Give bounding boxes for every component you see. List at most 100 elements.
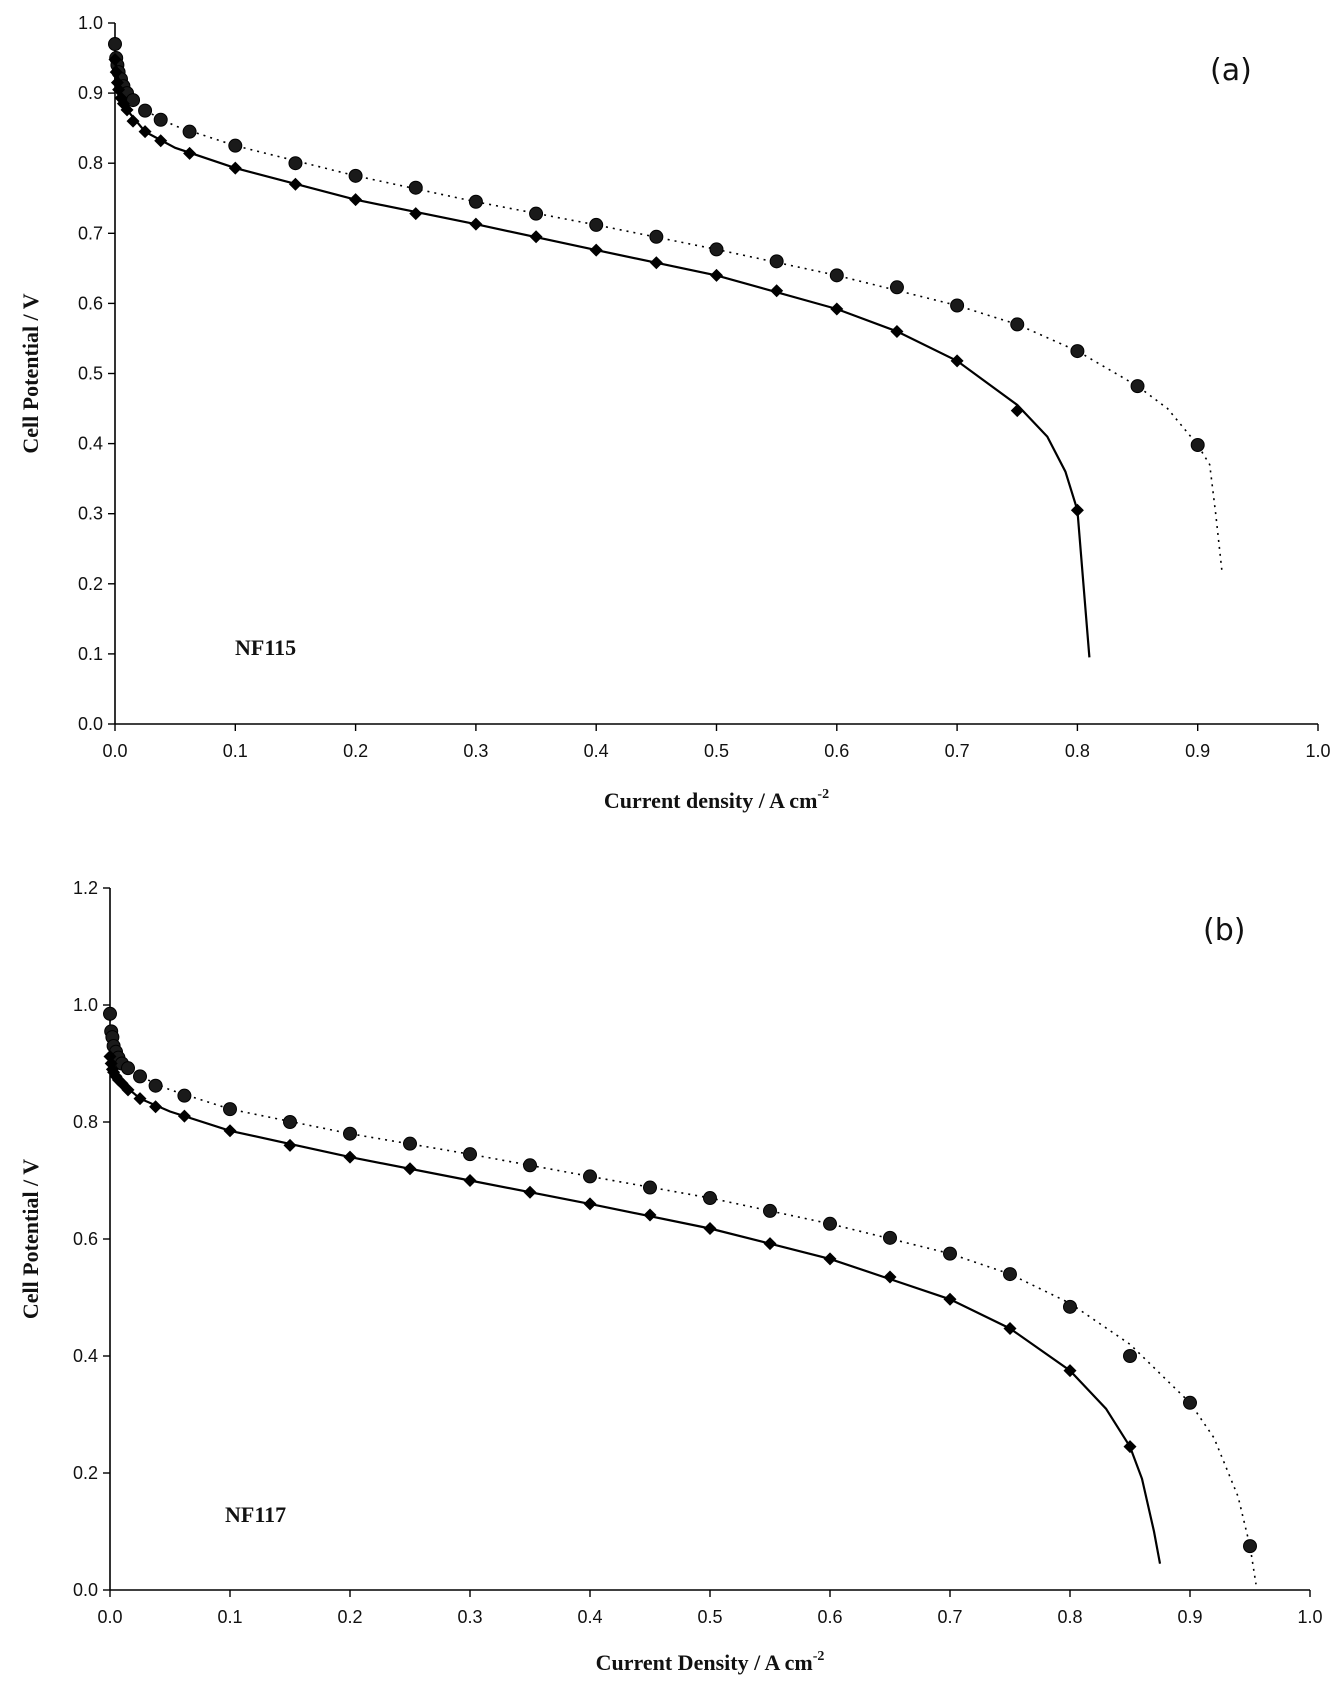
data-point-circle [182, 124, 197, 139]
data-point-diamond [223, 1124, 237, 1138]
data-point-circle [583, 1169, 597, 1184]
y-tick-label: 0.3 [78, 504, 103, 524]
data-point-diamond [463, 1174, 477, 1187]
x-axis-title: Current Density / A cm-2 [596, 1649, 825, 1675]
data-point-diamond [1003, 1322, 1017, 1336]
x-tick-label: 0.6 [824, 741, 849, 761]
data-point-diamond [469, 217, 483, 231]
x-tick-label: 0.0 [102, 741, 127, 761]
data-point-circle [643, 1180, 657, 1195]
y-tick-label: 0.8 [73, 1112, 98, 1132]
membrane-annotation: NF115 [235, 635, 296, 660]
data-point-circle [403, 1136, 417, 1151]
data-point-circle [228, 138, 243, 153]
data-point-diamond [763, 1237, 777, 1251]
data-point-circle [283, 1115, 297, 1129]
data-point-circle [153, 112, 168, 127]
data-point-circle [703, 1191, 717, 1206]
y-tick-label: 0.4 [73, 1346, 98, 1366]
x-tick-label: 0.5 [704, 741, 729, 761]
y-tick-label: 0.1 [78, 644, 103, 664]
data-point-circle [1190, 438, 1205, 453]
data-point-diamond [649, 256, 663, 270]
data-point-diamond [403, 1162, 417, 1176]
y-tick-label: 0.8 [78, 153, 103, 173]
data-point-diamond [643, 1208, 657, 1222]
y-tick-label: 0.0 [78, 714, 103, 734]
y-tick-label: 0.7 [78, 223, 103, 243]
x-axis-title-text: Current density / A cm [604, 788, 817, 813]
data-point-diamond [149, 1100, 163, 1114]
x-tick-label: 0.2 [337, 1607, 362, 1627]
x-tick-label: 0.9 [1185, 741, 1210, 761]
data-point-diamond [529, 230, 543, 244]
data-point-diamond [583, 1197, 597, 1211]
data-point-circle [177, 1088, 192, 1103]
x-axis-title: Current density / A cm-2 [604, 787, 829, 813]
data-point-circle [133, 1069, 147, 1084]
x-tick-label: 0.0 [97, 1607, 122, 1627]
series-circle-fit-line [114, 50, 1223, 570]
series-diamond-fit-line [108, 1054, 1162, 1564]
series-circle-fit-line [109, 1019, 1257, 1585]
data-point-circle [1183, 1395, 1197, 1410]
data-point-circle [763, 1203, 777, 1218]
data-point-circle [649, 229, 664, 244]
data-point-diamond [109, 65, 123, 79]
data-point-circle [950, 298, 965, 313]
data-point-diamond [770, 284, 784, 298]
data-point-diamond [133, 1092, 147, 1106]
data-point-diamond [950, 354, 964, 368]
data-point-diamond [523, 1185, 537, 1199]
data-point-diamond [283, 1138, 297, 1152]
chart-panel-a: 0.0 0.1 0.2 0.3 0.4 0.5 0.6 0.7 0.8 0.9 1.0 0.0 0.1 0… [18, 13, 1331, 813]
data-point-diamond [121, 1083, 135, 1097]
data-point-circle [126, 93, 141, 108]
y-axis-title: Cell Potential / V [18, 1159, 43, 1319]
data-point-circle [1003, 1267, 1017, 1282]
data-point-circle [823, 1216, 837, 1231]
x-tick-label: 1.0 [1297, 1607, 1322, 1627]
data-point-diamond [343, 1150, 357, 1164]
data-point-circle [223, 1102, 237, 1117]
x-tick-label: 0.2 [343, 741, 368, 761]
data-point-circle [348, 168, 363, 183]
y-tick-label: 0.5 [78, 364, 103, 384]
x-tick-label: 0.3 [457, 1607, 482, 1627]
data-point-circle [138, 103, 153, 118]
data-point-diamond [138, 125, 152, 139]
data-point-circle [343, 1126, 357, 1141]
x-tick-label: 0.8 [1065, 741, 1090, 761]
data-point-diamond [120, 103, 134, 117]
data-point-circle [468, 194, 483, 209]
data-point-circle [1123, 1349, 1137, 1363]
data-point-diamond [589, 243, 603, 257]
x-tick-label: 1.0 [1305, 741, 1330, 761]
data-point-circle [1130, 379, 1145, 394]
data-point-diamond [1063, 1364, 1077, 1378]
y-tick-label: 0.9 [78, 83, 103, 103]
data-point-diamond [288, 177, 302, 191]
data-point-diamond [108, 52, 122, 66]
data-point-circle [288, 156, 303, 171]
data-point-circle [1070, 344, 1085, 359]
data-point-diamond [830, 302, 844, 316]
data-point-circle [889, 280, 904, 295]
data-point-circle [1243, 1539, 1257, 1554]
data-point-diamond [890, 324, 904, 338]
x-tick-label: 0.7 [945, 741, 970, 761]
data-point-diamond [177, 1109, 191, 1123]
x-tick-label: 0.5 [697, 1607, 722, 1627]
data-point-diamond [1070, 503, 1084, 517]
data-point-diamond [943, 1292, 957, 1306]
x-axis-title-text: Current Density / A cm [596, 1650, 813, 1675]
data-point-diamond [183, 146, 197, 160]
data-point-diamond [703, 1221, 717, 1235]
data-point-circle [829, 268, 844, 283]
data-point-circle [121, 1061, 135, 1076]
data-point-diamond [154, 134, 168, 148]
x-tick-label: 0.6 [817, 1607, 842, 1627]
data-point-circle [523, 1158, 537, 1173]
data-point-circle [408, 180, 423, 195]
